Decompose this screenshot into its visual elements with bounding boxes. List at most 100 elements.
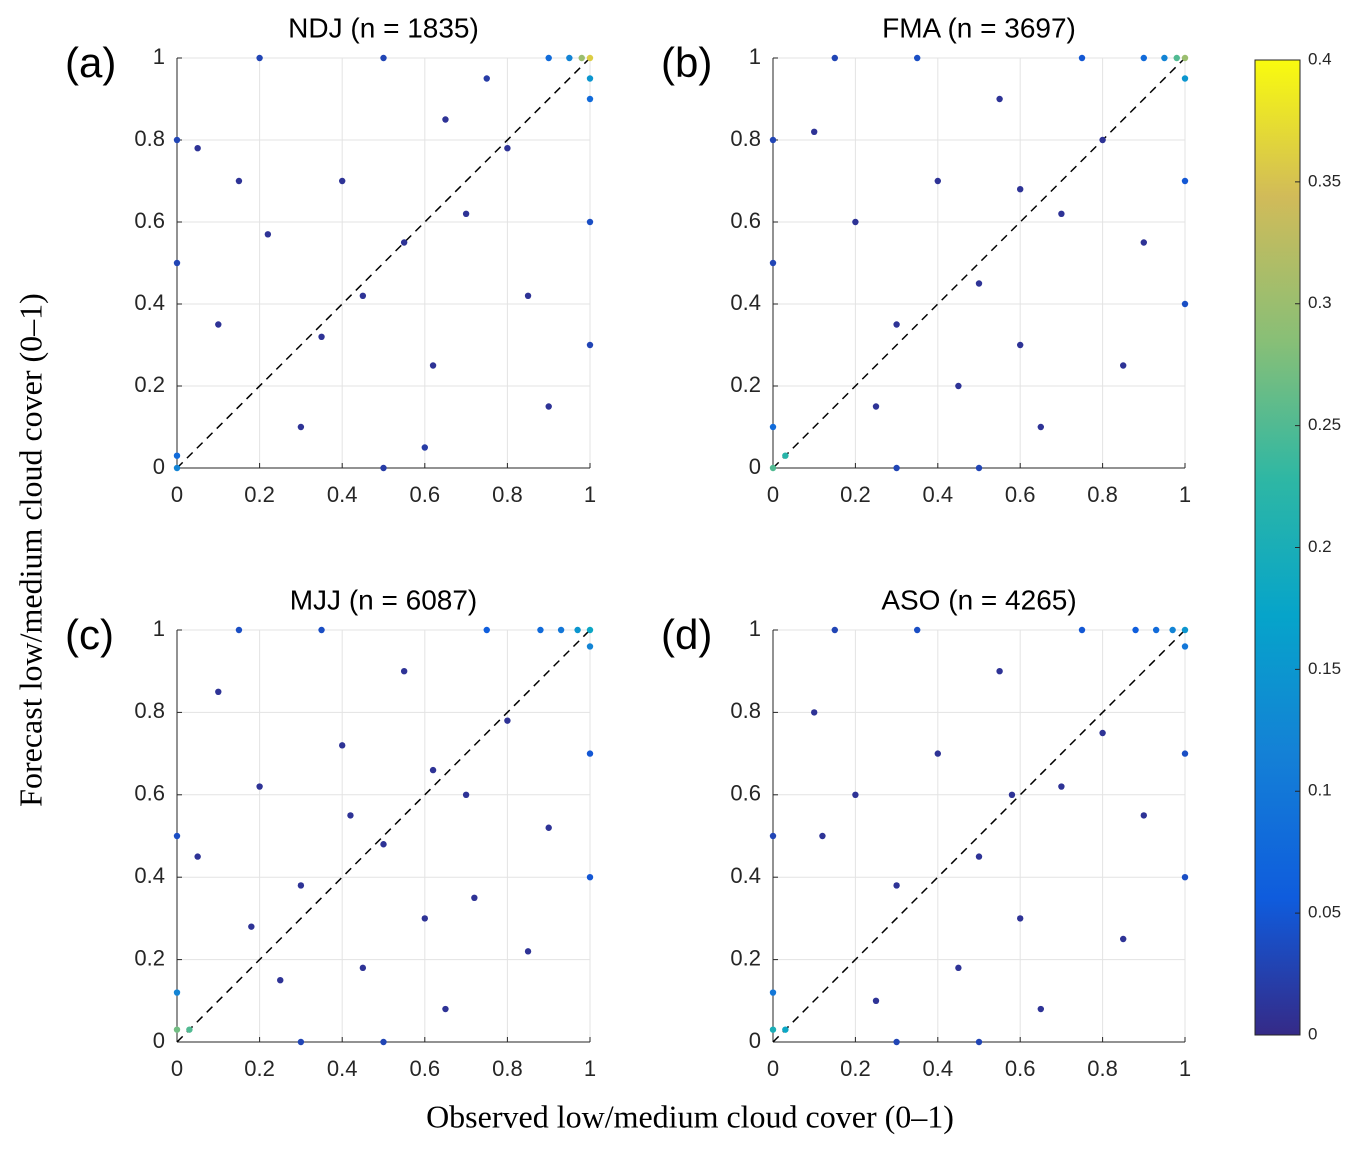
y-tick-label: 0.2 [730, 945, 761, 970]
y-tick-label: 0.8 [134, 126, 165, 151]
point [586, 218, 594, 226]
point [421, 915, 428, 922]
point [586, 95, 594, 103]
x-tick-label: 0.4 [327, 1056, 358, 1081]
y-tick-label: 0.6 [730, 781, 761, 806]
colorbar-tick-label: 0.3 [1308, 293, 1332, 312]
point [934, 177, 941, 185]
point [483, 626, 490, 634]
point [380, 54, 387, 62]
x-tick-label: 0.2 [244, 1056, 275, 1081]
point [1008, 791, 1016, 798]
y-tick-label: 0.6 [134, 208, 165, 233]
point [586, 75, 594, 82]
x-tick-label: 0.4 [923, 482, 954, 507]
point [1140, 812, 1148, 819]
y-tick-label: 0.6 [134, 781, 165, 806]
point [442, 1005, 449, 1013]
point [955, 382, 962, 390]
plot-area [177, 630, 590, 1042]
panel-title: FMA (n = 3697) [882, 12, 1076, 43]
point [1152, 626, 1160, 634]
point [893, 882, 900, 889]
point [934, 750, 941, 757]
point [769, 423, 777, 431]
point [173, 989, 181, 996]
point [1173, 54, 1180, 62]
y-tick-label: 0.8 [730, 126, 761, 151]
panel-title: MJJ (n = 6087) [290, 584, 478, 615]
point [1037, 423, 1045, 431]
point [586, 341, 594, 349]
point [1161, 54, 1168, 62]
point [429, 362, 437, 369]
x-tick-label: 0.6 [1005, 1056, 1036, 1081]
point [442, 116, 449, 123]
point [769, 1026, 777, 1033]
y-tick-label: 0.4 [134, 290, 165, 315]
point [975, 464, 983, 472]
point [557, 626, 565, 634]
point [578, 54, 585, 62]
colorbar-tick-label: 0.2 [1308, 537, 1332, 556]
point [819, 832, 826, 840]
x-tick-label: 0.8 [1087, 1056, 1118, 1081]
point [1181, 54, 1189, 62]
point [380, 841, 387, 848]
colorbar-tick-label: 0.35 [1308, 171, 1341, 190]
y-tick-label: 0.8 [134, 698, 165, 723]
y-tick-label: 0.6 [730, 208, 761, 233]
colorbar [1254, 59, 1301, 1036]
point [1017, 915, 1024, 922]
point [1140, 239, 1148, 246]
point [893, 464, 900, 472]
point [1181, 300, 1189, 308]
point [1099, 729, 1106, 737]
colorbar-tick-label: 0 [1308, 1024, 1317, 1043]
point [380, 464, 387, 472]
y-tick-label: 1 [153, 616, 165, 641]
point [264, 231, 272, 238]
x-tick-label: 0.2 [244, 482, 275, 507]
point [359, 292, 367, 299]
x-tick-label: 1 [1179, 482, 1191, 507]
point [586, 874, 594, 881]
point [811, 709, 818, 716]
point [297, 1038, 305, 1046]
point [1181, 643, 1189, 650]
point [1181, 626, 1189, 634]
x-tick-label: 0.2 [840, 482, 871, 507]
point [297, 882, 305, 889]
y-tick-label: 0.2 [730, 372, 761, 397]
point [462, 210, 470, 217]
point [975, 853, 983, 860]
point [186, 1026, 193, 1033]
point [277, 977, 284, 984]
point [194, 145, 201, 152]
point [782, 1026, 789, 1033]
point [1169, 626, 1176, 634]
point [975, 1038, 983, 1046]
y-tick-label: 0.8 [730, 698, 761, 723]
point [173, 464, 181, 472]
point [194, 853, 201, 860]
point [339, 742, 346, 749]
point [173, 832, 181, 840]
x-tick-label: 0.8 [492, 482, 523, 507]
point [318, 626, 325, 634]
point [1058, 783, 1065, 790]
x-tick-label: 0.4 [923, 1056, 954, 1081]
panel-label: (c) [65, 611, 114, 658]
point [1181, 75, 1189, 82]
point [1181, 750, 1189, 757]
point [248, 923, 255, 930]
x-tick-label: 0.6 [1005, 482, 1036, 507]
point [1120, 935, 1127, 943]
point [1017, 341, 1024, 349]
point [831, 626, 838, 634]
y-tick-label: 0.2 [134, 945, 165, 970]
x-tick-label: 0 [171, 1056, 183, 1081]
point [586, 643, 594, 650]
